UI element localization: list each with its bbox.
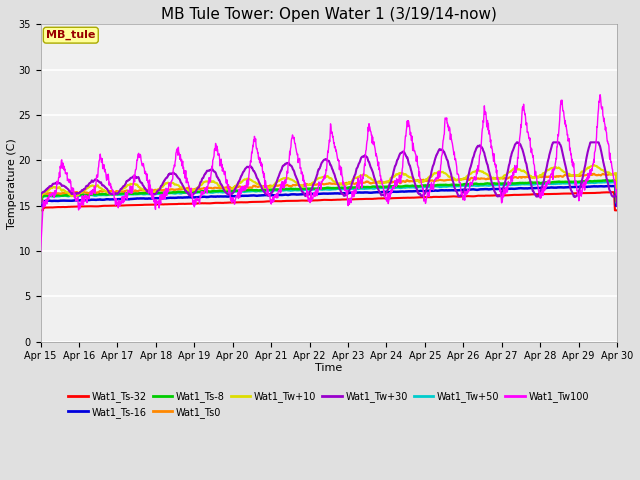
Legend: Wat1_Ts-32, Wat1_Ts-16, Wat1_Ts-8, Wat1_Ts0, Wat1_Tw+10, Wat1_Tw+30, Wat1_Tw+50,: Wat1_Ts-32, Wat1_Ts-16, Wat1_Ts-8, Wat1_… (68, 391, 589, 418)
Y-axis label: Temperature (C): Temperature (C) (7, 138, 17, 228)
X-axis label: Time: Time (315, 363, 342, 373)
Text: MB_tule: MB_tule (46, 30, 95, 40)
Title: MB Tule Tower: Open Water 1 (3/19/14-now): MB Tule Tower: Open Water 1 (3/19/14-now… (161, 7, 497, 22)
